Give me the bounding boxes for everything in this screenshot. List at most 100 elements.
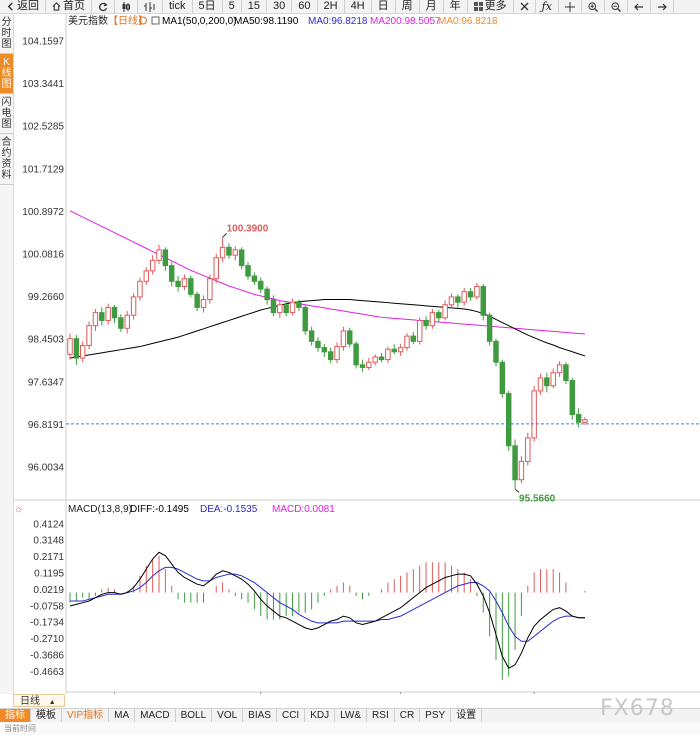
indicator-tab-6[interactable]: VOL — [212, 709, 244, 722]
candle-body-18 — [181, 278, 188, 287]
candle-body-36 — [296, 301, 302, 308]
period-7[interactable]: 日 — [372, 0, 396, 13]
period-5[interactable]: 2H — [318, 0, 345, 13]
chart-type-button[interactable] — [115, 0, 138, 13]
diff-line — [69, 551, 585, 669]
macd-legend-2: MACD:0.0081 — [272, 504, 335, 515]
back-button[interactable]: 返回 — [0, 0, 46, 13]
macd-y-tick-label-1: 0.3148 — [33, 536, 64, 547]
zoom-out-button[interactable] — [605, 0, 628, 13]
period-10[interactable]: 年 — [444, 0, 468, 13]
side-tab-0[interactable]: 分时图 — [0, 14, 13, 54]
candle-body-42 — [334, 346, 340, 361]
indicator-tab-8[interactable]: CCI — [277, 709, 306, 722]
macd-y-tick-label-7: -0.2710 — [30, 634, 64, 645]
bar-chart-button[interactable] — [138, 0, 163, 13]
y-tick-label-10: 96.0034 — [28, 462, 65, 473]
indicator-tab-2[interactable]: VIP指标 — [62, 709, 110, 722]
y-tick-label-7: 98.4503 — [28, 335, 65, 346]
candle-body-64 — [474, 286, 480, 298]
candle-body-8 — [118, 317, 124, 329]
chart-area[interactable]: 104.1597 103.3441 102.5285 101.7129 100.8972… — [0, 0, 700, 694]
candle-body-58 — [436, 312, 442, 319]
candle-body-33 — [277, 304, 283, 314]
candle-body-41 — [327, 351, 334, 361]
period-4[interactable]: 60 — [292, 0, 318, 13]
candle-body-12 — [143, 270, 150, 282]
candle-body-40 — [321, 347, 328, 353]
indicator-tab-12[interactable]: CR — [395, 709, 421, 722]
indicator-tab-14[interactable]: 设置 — [451, 709, 483, 722]
candle-body-61 — [455, 296, 461, 303]
more-button[interactable]: 更多 — [468, 0, 514, 13]
refresh-button[interactable] — [92, 0, 115, 13]
period-3[interactable]: 30 — [267, 0, 293, 13]
crosshair-button[interactable] — [559, 0, 582, 13]
indicator-tab-0[interactable]: 指标 — [0, 709, 31, 722]
side-tab-3[interactable]: 合约资料 — [0, 134, 13, 185]
zoom-in-button[interactable] — [582, 0, 605, 13]
candle-body-55 — [416, 319, 423, 342]
scroll-right-button[interactable] — [651, 0, 674, 13]
indicator-tab-3[interactable]: MA — [109, 709, 136, 722]
period-8[interactable]: 周 — [396, 0, 420, 13]
y-tick-label-8: 97.6347 — [28, 377, 65, 388]
period-selector[interactable]: 日线 ▲ — [13, 694, 65, 707]
candle-body-24 — [219, 246, 226, 259]
candle-body-35 — [289, 301, 296, 314]
indicator-tab-7[interactable]: BIAS — [243, 709, 277, 722]
candle-body-56 — [423, 319, 429, 327]
candle-body-72 — [525, 437, 531, 462]
period-2[interactable]: 15 — [242, 0, 267, 13]
candle-body-65 — [480, 286, 486, 316]
legend-item-1: MA50:98.1190 — [234, 16, 299, 27]
period-selector-label: 日线 — [20, 696, 40, 707]
period-tick[interactable]: tick — [163, 0, 193, 13]
ma200-line — [69, 210, 586, 335]
candle-body-16 — [169, 265, 175, 282]
formula-button[interactable]: ƒx — [536, 0, 559, 13]
macd-settings-icon: ☼ — [14, 504, 23, 515]
candle-body-57 — [429, 312, 436, 327]
candle-body-44 — [347, 330, 353, 345]
grid-icon — [473, 2, 483, 11]
period-0[interactable]: 5日 — [193, 0, 223, 13]
indicator-tab-13[interactable]: PSY — [420, 709, 452, 722]
candle-body-5 — [99, 312, 105, 321]
indicator-tab-9[interactable]: KDJ — [305, 709, 336, 722]
candle-body-7 — [111, 306, 118, 319]
period-9[interactable]: 月 — [420, 0, 444, 13]
close-button[interactable] — [514, 0, 536, 13]
period-6[interactable]: 4H — [345, 0, 372, 13]
side-tab-1[interactable]: K线图 — [0, 54, 13, 94]
candle-body-78 — [563, 364, 569, 382]
candle-body-17 — [175, 280, 181, 287]
candle-body-39 — [315, 340, 321, 349]
candle-body-10 — [130, 296, 137, 316]
candle-body-75 — [544, 377, 550, 387]
back-arrow-icon — [7, 2, 13, 11]
indicator-tab-10[interactable]: LW& — [335, 709, 368, 722]
candle-body-47 — [366, 361, 372, 368]
indicator-tab-5[interactable]: BOLL — [176, 709, 213, 722]
candle-body-67 — [493, 340, 499, 363]
indicator-tab-4[interactable]: MACD — [135, 709, 176, 722]
candle-body-25 — [226, 246, 232, 256]
candle-body-21 — [200, 299, 207, 308]
candle-body-70 — [512, 445, 518, 481]
checkbox-icon — [151, 16, 160, 25]
candle-body-43 — [340, 330, 347, 348]
side-tab-2[interactable]: 闪电图 — [0, 94, 13, 134]
period-1[interactable]: 5 — [223, 0, 242, 13]
indicator-tab-11[interactable]: RSI — [367, 709, 395, 722]
candle-body-54 — [410, 335, 417, 342]
y-tick-label-4: 100.8972 — [22, 207, 64, 218]
candle-body-1 — [73, 338, 80, 359]
scroll-left-button[interactable] — [628, 0, 651, 13]
indicator-tab-1[interactable]: 模板 — [31, 709, 62, 722]
candle-body-19 — [188, 278, 194, 295]
candle-body-29 — [251, 275, 258, 282]
legend-item-0: MA1(50,0,200,0) — [162, 16, 237, 27]
ohlc-icon — [144, 1, 155, 12]
home-button[interactable]: 首页 — [46, 0, 92, 13]
